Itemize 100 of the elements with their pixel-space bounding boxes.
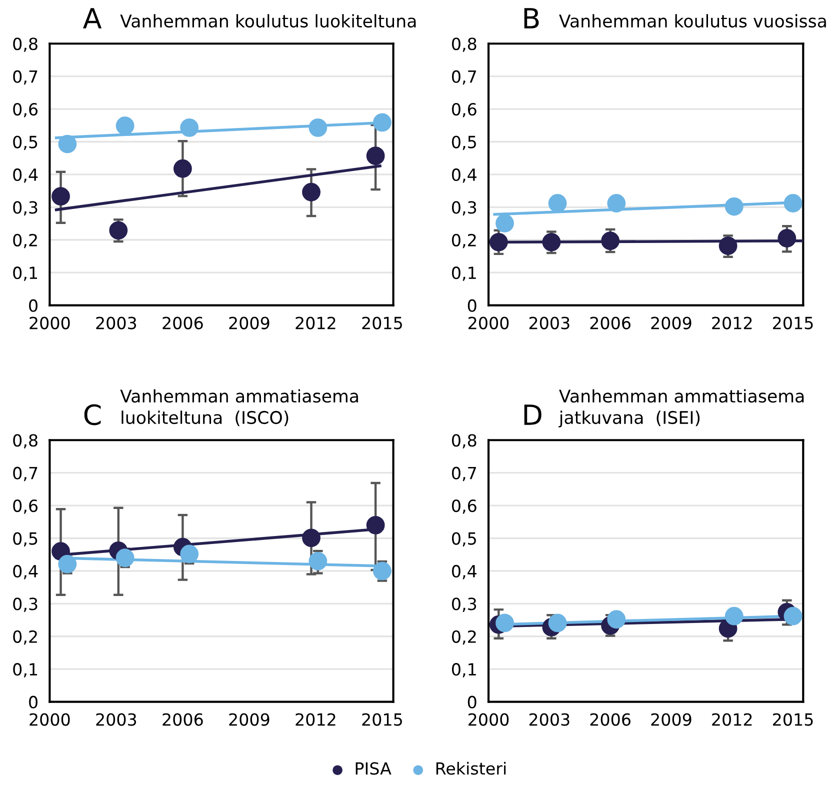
y-tick-label: 0,4 — [452, 168, 476, 183]
point — [489, 232, 508, 252]
x-tick-label: 2015 — [773, 713, 813, 726]
point — [52, 187, 70, 206]
x-tick-label: 2009 — [651, 316, 692, 330]
y-tick-label: 0 — [29, 696, 38, 708]
point — [116, 116, 134, 135]
point — [109, 221, 128, 240]
point — [302, 528, 320, 548]
y-tick-label: 0,2 — [13, 630, 37, 645]
y-tick-label: 0,8 — [452, 38, 476, 52]
chart-subtitle: Vanhemman ammattiasema jatkuvana (ISEI) — [558, 389, 804, 428]
point — [116, 548, 134, 568]
x-tick-label: 2012 — [296, 316, 336, 330]
y-tick-label: 0,4 — [13, 168, 38, 183]
point — [607, 194, 626, 212]
point — [302, 182, 320, 202]
chart-subtitle: Vanhemman koulutus luokiteltuna — [120, 14, 416, 28]
y-tick-label: 0,6 — [13, 103, 38, 118]
x-tick-label: 2012 — [296, 713, 336, 726]
x-tick-label: 2015 — [362, 713, 402, 726]
y-tick-label: 0,2 — [452, 234, 476, 248]
point — [308, 118, 328, 137]
chart-title: B — [524, 8, 539, 28]
x-tick-label: 2000 — [468, 713, 509, 726]
x-tick-label: 2006 — [590, 316, 630, 330]
point — [58, 554, 77, 574]
point — [548, 194, 567, 212]
x-tick-label: 2012 — [712, 316, 752, 330]
x-tick-label: 2009 — [229, 316, 270, 330]
point — [607, 610, 626, 629]
chart-subtitle: Vanhemman koulutus vuosissa — [559, 14, 826, 28]
y-tick-label: 0,8 — [13, 434, 38, 448]
y-tick-label: 0,2 — [13, 234, 37, 248]
y-tick-label: 0,7 — [452, 70, 476, 85]
x-tick-label: 2006 — [162, 713, 203, 726]
x-tick-label: 2003 — [96, 316, 136, 330]
x-tick-label: 2000 — [30, 316, 70, 330]
y-tick-label: 0,6 — [452, 103, 476, 118]
y-tick-label: 0,4 — [13, 564, 38, 580]
y-tick-label: 0,7 — [452, 466, 476, 482]
y-tick-label: 0,1 — [452, 663, 476, 678]
point — [496, 214, 514, 232]
point — [58, 134, 77, 154]
y-tick-label: 0,7 — [13, 70, 38, 85]
y-tick-label: 0,3 — [13, 201, 38, 216]
y-tick-label: 0,3 — [452, 201, 476, 216]
point — [542, 232, 561, 252]
point — [366, 516, 385, 534]
point — [366, 146, 385, 166]
chart-title: D — [524, 404, 542, 425]
legend-label: PISA — [356, 762, 392, 775]
y-tick-label: 0,6 — [13, 500, 38, 514]
point — [718, 236, 738, 255]
y-tick-label: 0,3 — [13, 598, 38, 612]
y-tick-label: 0,1 — [13, 266, 38, 281]
point — [180, 544, 199, 564]
chart-title: C — [84, 404, 101, 426]
x-tick-label: 2012 — [712, 713, 752, 726]
y-tick-label: 0 — [468, 696, 476, 708]
y-tick-label: 0,8 — [13, 38, 38, 52]
y-tick-label: 0,4 — [452, 564, 476, 580]
y-tick-label: 0,6 — [452, 500, 476, 514]
x-tick-label: 2015 — [362, 316, 402, 330]
chart-title: A — [83, 8, 102, 28]
legend-label: Rekisteri — [436, 762, 506, 775]
point — [601, 232, 620, 250]
y-tick-label: 0,1 — [452, 266, 476, 281]
x-tick-label: 2015 — [773, 316, 813, 330]
point — [724, 197, 744, 216]
x-tick-label: 2000 — [30, 713, 70, 726]
point — [778, 229, 796, 248]
x-tick-label: 2006 — [590, 713, 630, 726]
x-tick-label: 2003 — [529, 316, 570, 330]
y-tick-label: 0,1 — [13, 663, 38, 678]
y-tick-label: 0,5 — [13, 136, 38, 150]
x-tick-label: 2003 — [529, 713, 570, 726]
y-tick-label: 0 — [468, 299, 476, 312]
point — [784, 606, 802, 626]
point — [173, 159, 192, 178]
y-tick-label: 0,8 — [452, 434, 476, 448]
x-tick-label: 2009 — [229, 713, 270, 726]
y-tick-label: 0,3 — [452, 598, 476, 612]
y-tick-label: 0,7 — [13, 466, 38, 482]
point — [496, 614, 514, 632]
y-tick-label: 0,2 — [452, 630, 476, 645]
chart-subtitle: Vanhemman ammatiasema luokiteltuna (ISCO) — [120, 389, 358, 426]
y-tick-label: 0,5 — [452, 532, 476, 547]
x-tick-label: 2000 — [468, 316, 509, 330]
point — [373, 113, 392, 132]
y-tick-label: 0 — [29, 299, 38, 312]
point — [724, 606, 744, 626]
y-tick-label: 0,5 — [13, 532, 38, 547]
point — [308, 552, 328, 570]
x-tick-label: 2006 — [162, 316, 203, 330]
point — [180, 118, 199, 137]
point — [373, 562, 392, 580]
y-tick-label: 0,5 — [452, 136, 476, 150]
point — [548, 614, 567, 632]
x-tick-label: 2003 — [96, 713, 136, 726]
